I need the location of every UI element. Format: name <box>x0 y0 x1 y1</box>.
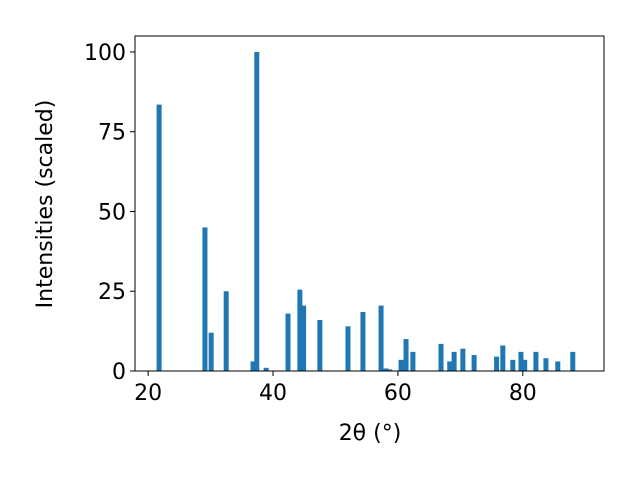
y-tick-label: 100 <box>84 41 126 66</box>
bar <box>460 348 466 371</box>
bar <box>398 359 404 371</box>
bar <box>383 368 389 371</box>
bar <box>254 51 260 371</box>
bar <box>202 227 208 371</box>
bar <box>410 351 416 371</box>
bar <box>208 332 214 371</box>
bar <box>533 351 539 371</box>
bar <box>360 311 366 371</box>
bar <box>438 343 444 371</box>
x-tick-label: 40 <box>259 381 287 406</box>
bar <box>555 361 561 371</box>
bar <box>500 345 506 371</box>
y-tick-label: 25 <box>98 280 126 305</box>
bar <box>510 359 516 371</box>
bar <box>543 358 549 371</box>
bar <box>447 361 453 371</box>
y-tick-label: 75 <box>98 121 126 146</box>
bar <box>156 104 162 371</box>
x-tick-label: 20 <box>134 381 162 406</box>
bar <box>301 305 307 371</box>
y-tick-label: 50 <box>98 200 126 225</box>
bar <box>570 351 576 371</box>
bar <box>518 351 524 371</box>
y-tick-label: 0 <box>112 360 126 385</box>
bar <box>317 319 323 371</box>
x-axis-label: 2θ (°) <box>339 421 402 446</box>
x-tick-label: 60 <box>384 381 412 406</box>
bar <box>263 367 269 371</box>
y-axis-label: Intensities (scaled) <box>33 100 58 309</box>
bar <box>345 326 351 371</box>
bar <box>387 369 393 371</box>
bar <box>494 356 500 371</box>
bar <box>378 305 384 371</box>
bar <box>285 313 291 371</box>
bar <box>522 359 528 371</box>
bar <box>471 355 477 371</box>
bar <box>223 291 229 371</box>
x-tick-label: 80 <box>509 381 537 406</box>
bar <box>451 351 457 371</box>
bar <box>297 289 303 371</box>
bar <box>403 339 409 371</box>
bar <box>250 361 256 371</box>
plot-frame <box>134 35 605 372</box>
